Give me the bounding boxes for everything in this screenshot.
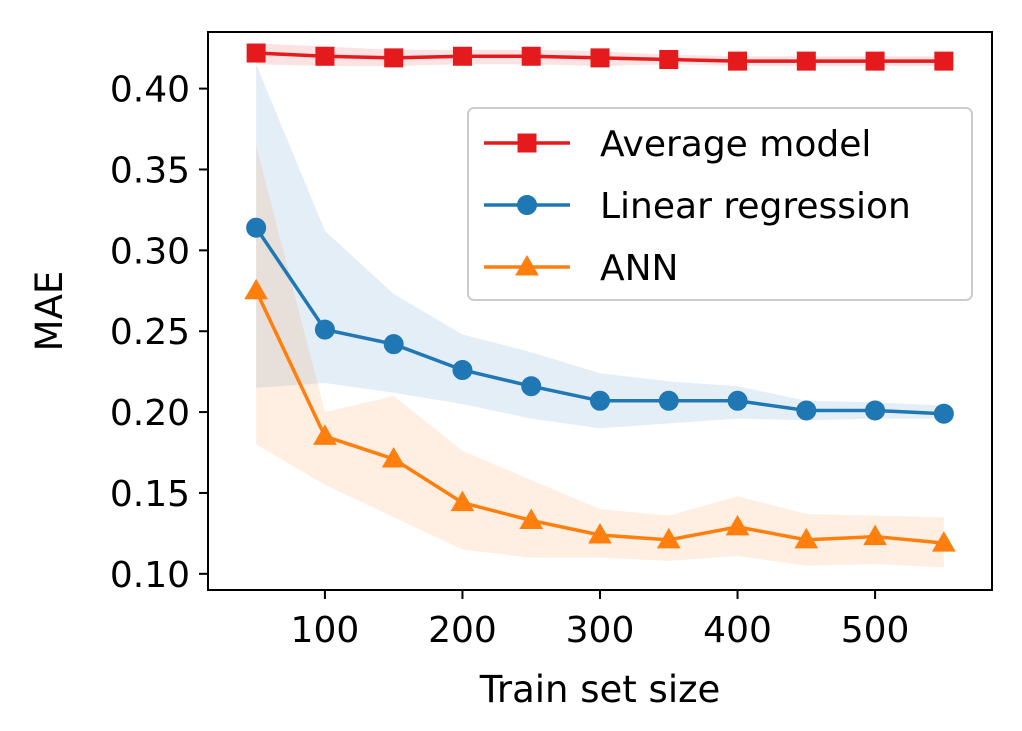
average-model-point: [934, 51, 954, 71]
ann-point: [656, 527, 681, 549]
legend-label-ann: ANN: [600, 248, 679, 289]
average-model-point: [728, 51, 748, 71]
y-tick-label: 0.20: [110, 393, 190, 434]
series-markers: [244, 43, 956, 552]
ann-point: [725, 514, 750, 536]
ann-point: [244, 278, 269, 300]
ann-point: [381, 446, 406, 468]
legend: Average model Linear regression ANN: [467, 107, 973, 301]
legend-label-linear-regression: Linear regression: [600, 186, 911, 227]
linear-regression-point: [658, 390, 679, 411]
ann-point: [931, 531, 956, 552]
y-tick-label: 0.25: [110, 312, 190, 353]
linear-regression-point: [314, 319, 335, 340]
linear-regression-point: [590, 390, 610, 411]
y-tick-label: 0.40: [110, 70, 190, 111]
ann-point: [313, 424, 337, 445]
x-axis: 100 200 300 400 500: [291, 590, 910, 651]
x-tick-label: 400: [703, 610, 772, 651]
x-tick-label: 100: [291, 610, 360, 651]
average-model-point: [452, 46, 472, 66]
linear-regression-point: [452, 360, 473, 381]
legend-marker-average-model: [517, 133, 537, 153]
ann-point: [794, 527, 819, 549]
average-model-point: [246, 43, 266, 63]
x-axis-label: Train set size: [479, 668, 721, 711]
linear-regression-point: [865, 400, 886, 421]
y-axis-label: MAE: [28, 271, 71, 352]
legend-marker-linear-regression: [517, 195, 537, 215]
average-model-point: [384, 48, 404, 68]
x-tick-label: 200: [428, 610, 497, 651]
linear-regression-point: [383, 334, 404, 355]
y-tick-label: 0.10: [110, 555, 190, 596]
ann-point: [588, 523, 612, 544]
x-tick-label: 300: [566, 610, 635, 651]
y-tick-label: 0.15: [110, 474, 190, 515]
linear-regression-band: [256, 64, 944, 429]
ann-point: [450, 490, 475, 512]
y-axis: 0.10 0.15 0.20 0.25 0.30 0.35 0.40: [110, 70, 208, 596]
legend-box: [467, 107, 973, 301]
legend-marker-ann: [515, 255, 539, 276]
linear-regression-point: [521, 376, 542, 397]
y-tick-label: 0.30: [110, 231, 190, 272]
average-model-point: [521, 46, 541, 66]
linear-regression-point: [246, 217, 267, 238]
legend-label-average-model: Average model: [600, 124, 871, 165]
ann-point: [863, 524, 887, 546]
linear-regression-point: [933, 403, 954, 424]
average-model-point: [796, 51, 816, 71]
average-model-point: [659, 49, 679, 69]
average-model-point: [865, 51, 885, 71]
average-model-point: [315, 46, 335, 66]
average-model-point: [590, 48, 610, 68]
ann-point: [519, 508, 544, 529]
x-tick-label: 500: [841, 610, 910, 651]
ann-band: [256, 145, 944, 568]
linear-regression-point: [727, 390, 748, 411]
linear-regression-point: [796, 400, 817, 421]
y-tick-label: 0.35: [110, 150, 190, 191]
